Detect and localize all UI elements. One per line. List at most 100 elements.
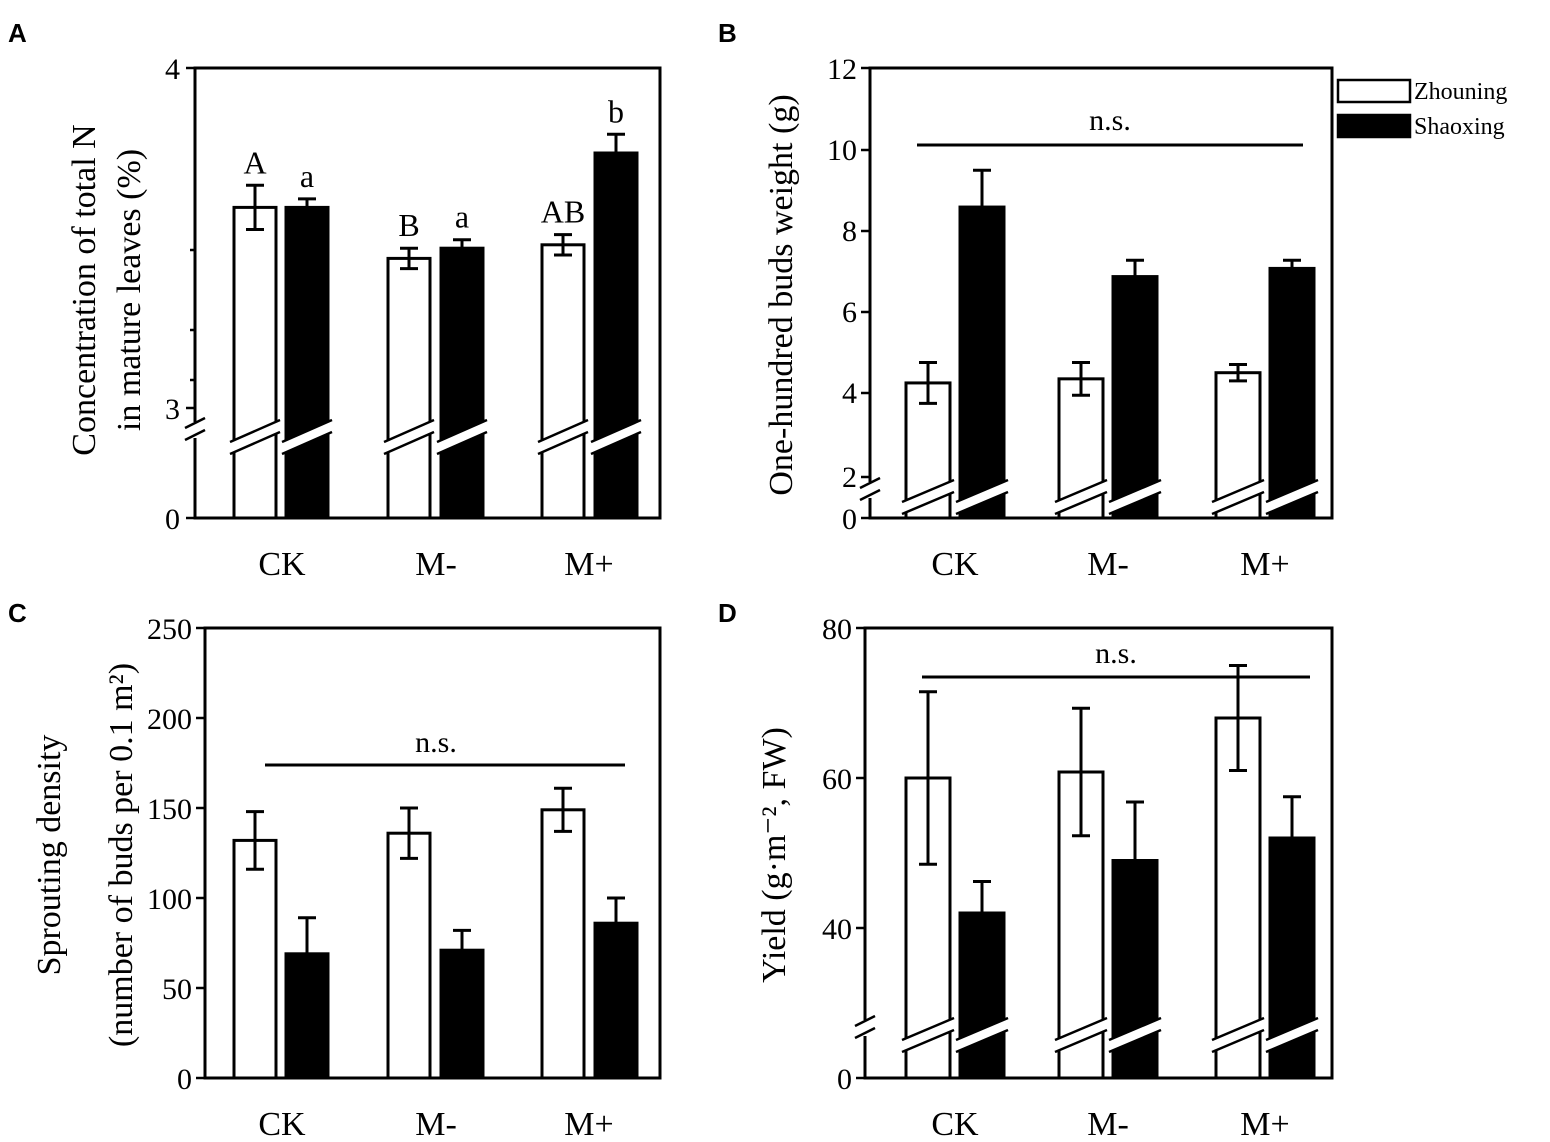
panel-d-ytick-label: 60 — [822, 763, 852, 796]
bar-shaoxing-ck — [284, 952, 330, 1080]
significance-letter: AB — [541, 194, 585, 230]
break-gap — [437, 420, 487, 454]
break-band — [901, 478, 955, 516]
panel-b-y-axis-title: One-hundred buds weight (g) — [763, 94, 800, 495]
error-bar — [973, 880, 991, 913]
break-line — [281, 430, 333, 456]
break-band — [1211, 478, 1265, 516]
panel-d-ytick-label: 40 — [822, 913, 852, 946]
break-band — [383, 418, 435, 456]
bar-zhouning-mplus — [1214, 716, 1262, 1080]
panel-b-ytick-label: 8 — [842, 215, 857, 248]
break-gap — [384, 420, 434, 454]
break-line — [1108, 1028, 1162, 1054]
break-line — [1054, 1028, 1108, 1054]
panel-b-axis-break — [859, 476, 1319, 516]
significance-letter: b — [608, 93, 624, 129]
panel-b-ytick-label: 2 — [842, 461, 857, 494]
panel-a-y-ticks — [186, 66, 195, 520]
panel-a-ytick-label: 4 — [165, 53, 180, 86]
error-bar — [973, 168, 991, 208]
break-line — [1265, 1028, 1319, 1054]
panel-a-ytick-label: 3 — [165, 393, 180, 426]
panel-d-ytick-label: 0 — [837, 1063, 852, 1096]
error-bar — [298, 197, 316, 208]
break-line — [1265, 490, 1319, 516]
break-gap — [1212, 1018, 1264, 1052]
significance-letter: B — [398, 207, 419, 243]
panel-c-y-axis-title-line1: Sprouting density — [31, 735, 68, 976]
break-band — [1108, 478, 1162, 516]
break-band — [955, 478, 1009, 516]
axis-break-gap — [191, 422, 199, 438]
panel-a-label: A — [8, 18, 27, 48]
panel-c-label: C — [8, 598, 27, 628]
panel-c-plot-frame — [203, 626, 662, 1080]
panel-b-ytick-label: 6 — [842, 296, 857, 329]
break-line — [1211, 1016, 1265, 1042]
break-line — [537, 418, 589, 444]
error-bar — [607, 132, 625, 153]
error-bar — [1072, 706, 1090, 838]
break-line — [955, 1028, 1009, 1054]
break-gap — [1109, 1018, 1161, 1052]
break-gap — [591, 420, 641, 454]
panel-b-ns-label: n.s. — [1089, 104, 1131, 137]
panel-b-category-label: M- — [1087, 546, 1129, 583]
break-band — [901, 1016, 955, 1054]
panel-d-category-label: M- — [1087, 1106, 1129, 1142]
error-bar — [453, 238, 471, 249]
panel-c-ns-label: n.s. — [415, 726, 457, 759]
panel-d-bars — [904, 664, 1316, 1080]
break-line — [436, 418, 488, 444]
break-line — [436, 430, 488, 456]
panel-a-category-label: M+ — [564, 546, 613, 583]
bar-zhouning-ck — [232, 205, 278, 520]
error-bar — [1072, 360, 1090, 397]
break-line — [955, 490, 1009, 516]
axis-break-line — [184, 416, 206, 430]
break-line — [1054, 1016, 1108, 1042]
panel-c-category-label: M- — [415, 1106, 457, 1142]
panel-b-category-label: M+ — [1240, 546, 1289, 583]
panel-c-ytick-label: 200 — [147, 703, 192, 736]
panel-b-label: B — [718, 18, 737, 48]
panel-d: D 0 40 60 80 CK M- M+ Yield (g·m⁻², FW) … — [718, 598, 1334, 1142]
panel-c-ytick-label: 100 — [147, 883, 192, 916]
panel-a-y-axis-title-line2: in mature leaves (%) — [111, 149, 148, 431]
panel-a-y-axis-title-line1: Concentration of total N — [66, 124, 103, 455]
break-gap — [1055, 480, 1107, 514]
panel-a-bars — [232, 132, 639, 520]
break-gap — [956, 480, 1008, 514]
panel-a: A 4 3 0 CK M- M+ Concentration of total … — [8, 18, 662, 583]
panel-a-ytick-label: 0 — [165, 503, 180, 536]
bar-zhouning-mminus — [386, 256, 432, 520]
break-band — [229, 418, 281, 456]
break-band — [1054, 478, 1108, 516]
break-gap — [538, 420, 588, 454]
break-line — [901, 1028, 955, 1054]
bar-zhouning-mplus — [540, 243, 586, 520]
error-bar — [453, 928, 471, 951]
panel-d-ns-label: n.s. — [1095, 637, 1137, 670]
break-line — [229, 418, 281, 444]
panel-d-y-axis-title: Yield (g·m⁻², FW) — [756, 727, 793, 983]
error-bar — [1229, 664, 1247, 772]
panel-b: B 0 2 4 6 8 10 12 CK M- M+ One-hundred b… — [718, 18, 1334, 583]
break-line — [1211, 1028, 1265, 1054]
axis-break-line — [859, 476, 881, 490]
break-gap — [902, 1018, 954, 1052]
break-line — [537, 430, 589, 456]
panel-a-category-label: M- — [415, 546, 457, 583]
bar-shaoxing-mminus — [439, 246, 485, 520]
bar-zhouning-mminus — [386, 831, 432, 1080]
panel-c-category-label: CK — [258, 1106, 306, 1142]
error-bar — [554, 786, 572, 833]
axis-break-mark — [184, 416, 206, 442]
panel-b-bars — [904, 168, 1316, 520]
break-band — [1265, 1016, 1319, 1054]
panel-c-category-label: M+ — [564, 1106, 613, 1142]
break-band — [436, 418, 488, 456]
significance-letter: A — [243, 144, 266, 180]
